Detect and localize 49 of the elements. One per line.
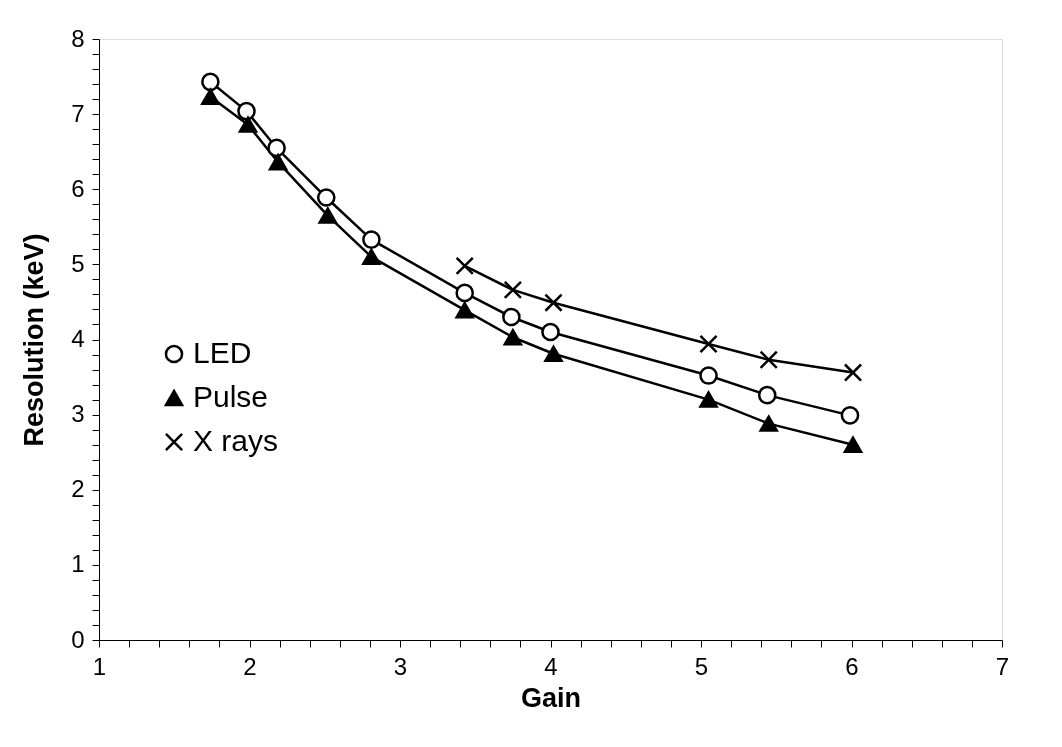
point (544, 293, 563, 312)
legend-label: X rays (193, 424, 279, 457)
point (316, 188, 336, 207)
x-tick-label: 3 (393, 652, 408, 680)
x-tick-label: 7 (995, 652, 1010, 680)
point (201, 88, 220, 106)
point (502, 307, 521, 327)
point (455, 283, 475, 303)
point (541, 322, 560, 342)
point (699, 366, 718, 385)
point (201, 72, 220, 92)
point (455, 301, 475, 319)
point (699, 391, 718, 408)
point (362, 248, 381, 266)
point (840, 406, 860, 425)
point (267, 138, 286, 158)
y-tick-label: 3 (71, 400, 85, 428)
point (318, 207, 338, 224)
legend-label: Pulse (193, 380, 269, 413)
x-tick-label: 5 (694, 652, 709, 680)
point (238, 116, 258, 133)
point (503, 280, 523, 300)
y-tick-label: 6 (71, 174, 85, 202)
point (455, 256, 475, 276)
point (503, 329, 523, 346)
point (757, 385, 777, 405)
y-tick-label: 7 (71, 99, 85, 127)
y-tick-label: 5 (71, 249, 85, 277)
x-axis-title: Gain (520, 682, 582, 713)
point (759, 350, 779, 370)
point (237, 101, 256, 121)
x-tick-label: 6 (845, 652, 859, 680)
x-tick-label: 4 (544, 652, 558, 680)
y-tick-label: 8 (71, 24, 85, 52)
y-tick-label: 0 (71, 625, 85, 653)
y-axis-title: Resolution (keV) (19, 233, 50, 447)
point (699, 334, 718, 354)
y-tick-label: 4 (71, 325, 85, 352)
point (362, 230, 381, 249)
x-tick-label: 1 (92, 652, 107, 680)
point (843, 363, 863, 382)
legend-label: LED (193, 336, 252, 369)
point (268, 153, 288, 171)
point (759, 415, 779, 432)
y-tick-label: 2 (71, 475, 85, 503)
x-tick-label: 2 (243, 652, 257, 680)
point (544, 345, 563, 363)
point (843, 436, 863, 453)
y-tick-label: 1 (71, 550, 85, 578)
